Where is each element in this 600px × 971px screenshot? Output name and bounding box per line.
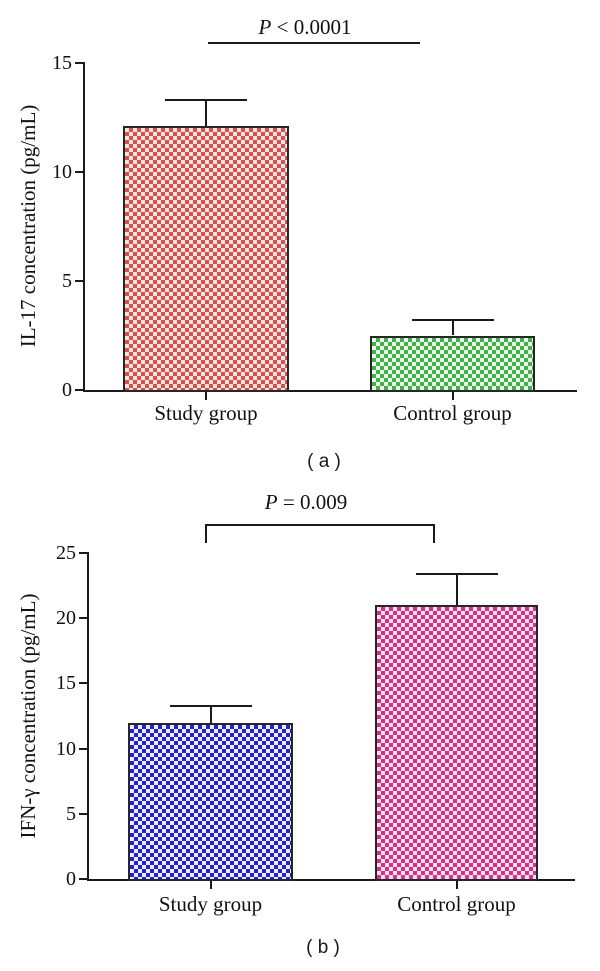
y-axis-tick bbox=[75, 62, 83, 64]
error-bar-line-study-group bbox=[205, 100, 207, 127]
y-tick-label: 5 bbox=[62, 270, 72, 292]
y-axis-tick bbox=[79, 552, 87, 554]
significance-line bbox=[208, 42, 420, 44]
significance-bracket-top bbox=[205, 524, 435, 526]
error-bar-cap-control-group bbox=[411, 319, 494, 322]
y-tick-label: 10 bbox=[52, 161, 72, 183]
significance-bracket-left bbox=[205, 524, 207, 543]
y-axis-title: IL-17 concentration (pg/mL) bbox=[16, 104, 40, 348]
panel-b-ifng-chart: 0 5 10 15 20 25 IFN-γ concentration (pg/mL) Stu… bbox=[0, 485, 600, 971]
y-axis-tick bbox=[79, 812, 87, 815]
error-bar-cap-study-group bbox=[169, 704, 252, 707]
y-axis-line bbox=[87, 552, 89, 881]
x-axis-line bbox=[83, 390, 577, 392]
bar-study-group bbox=[123, 126, 289, 392]
p-value-label: P = 0.009 bbox=[156, 489, 456, 515]
panel-a-il17-chart: 0 5 10 15 IL-17 concentration (pg/mL) Study g… bbox=[0, 0, 600, 485]
p-value-symbol: P bbox=[264, 490, 278, 514]
panel-letter-label: ( a ) bbox=[307, 451, 341, 472]
y-axis-tick bbox=[75, 171, 83, 173]
error-bar-line-control-group bbox=[455, 573, 458, 606]
category-label-study-group: Study group bbox=[158, 892, 263, 916]
y-axis-line bbox=[83, 62, 85, 392]
x-axis-tick-study-group bbox=[205, 392, 207, 400]
error-bar-line-control-group bbox=[451, 320, 454, 336]
bar-control-group bbox=[370, 335, 535, 392]
y-tick-label: 15 bbox=[52, 52, 72, 74]
p-value-symbol: P bbox=[258, 15, 272, 39]
error-bar-line-study-group bbox=[209, 705, 212, 723]
y-axis-tick bbox=[75, 280, 83, 282]
bar-control-group bbox=[375, 605, 538, 881]
y-tick-label: 15 bbox=[56, 672, 76, 695]
p-value-label: P < 0.0001 bbox=[155, 14, 455, 40]
y-tick-label: 10 bbox=[56, 737, 76, 760]
panel-letter-label: ( b ) bbox=[306, 937, 340, 958]
category-label-study-group: Study group bbox=[154, 401, 258, 425]
category-label-control-group: Control group bbox=[393, 401, 512, 425]
p-value-text: < 0.0001 bbox=[271, 15, 352, 39]
y-axis-title: IFN-γ concentration (pg/mL) bbox=[16, 593, 40, 839]
x-axis-tick-control-group bbox=[455, 881, 458, 889]
x-axis-line bbox=[87, 879, 575, 881]
p-value-text: = 0.009 bbox=[277, 490, 348, 514]
y-axis-tick bbox=[79, 682, 87, 685]
significance-bracket-right bbox=[433, 524, 435, 543]
y-tick-label: 25 bbox=[56, 542, 76, 564]
y-tick-label: 0 bbox=[62, 379, 72, 401]
y-axis-tick bbox=[79, 617, 87, 620]
y-axis-tick bbox=[75, 389, 83, 391]
x-axis-tick-control-group bbox=[451, 392, 454, 400]
bar-study-group bbox=[128, 722, 293, 881]
y-tick-label: 20 bbox=[56, 607, 76, 630]
x-axis-tick-study-group bbox=[209, 881, 212, 889]
category-label-control-group: Control group bbox=[397, 892, 516, 916]
error-bar-cap-study-group bbox=[165, 99, 247, 102]
y-tick-label: 5 bbox=[66, 802, 76, 825]
y-tick-label: 0 bbox=[66, 868, 76, 890]
y-axis-tick bbox=[79, 747, 87, 750]
error-bar-cap-control-group bbox=[415, 572, 498, 575]
y-axis-tick bbox=[79, 878, 87, 880]
